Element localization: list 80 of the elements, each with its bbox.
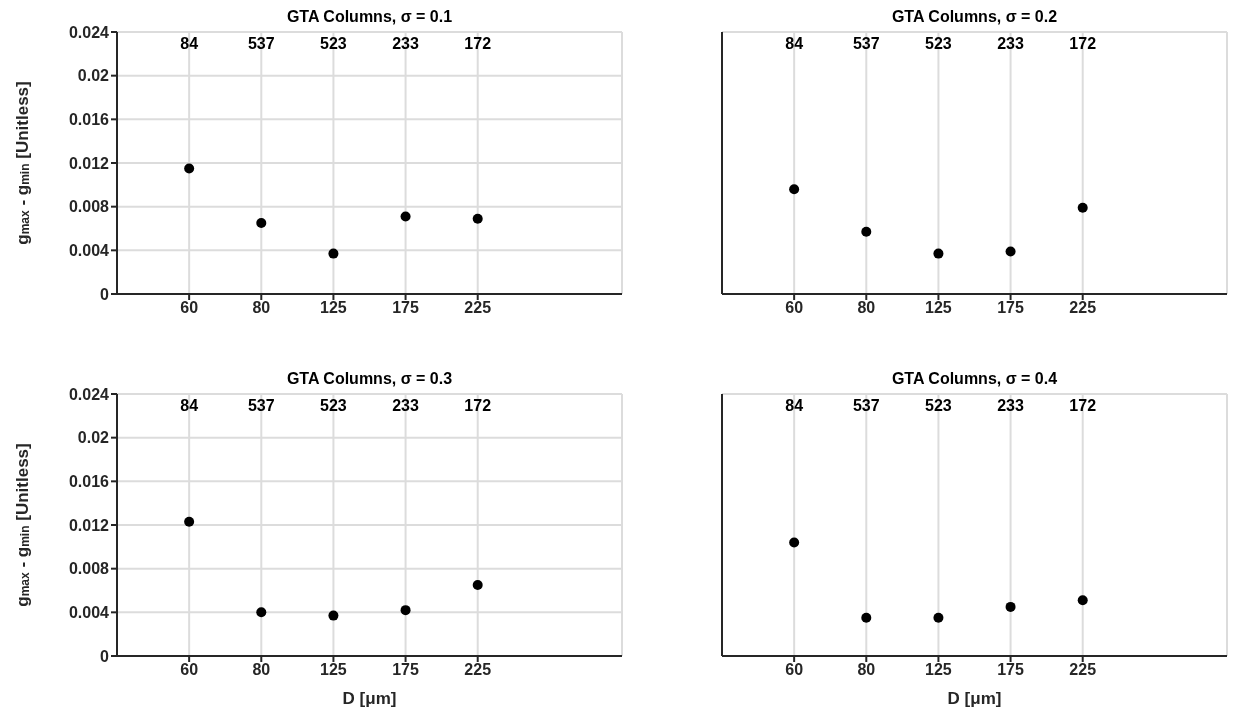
point	[933, 248, 944, 259]
chart-title: GTA Columns, σ = 0.2	[890, 8, 1059, 26]
chart-title: GTA Columns, σ = 0.4	[890, 370, 1059, 388]
x-tick-label: 60	[785, 661, 804, 679]
y-tick-label: 0.012	[68, 516, 110, 534]
chart-title: GTA Columns, σ = 0.3	[285, 370, 454, 388]
y-tick-label: 0	[100, 285, 110, 303]
point	[1077, 595, 1088, 606]
point	[472, 213, 483, 224]
annotation: 172	[1069, 397, 1097, 415]
point	[400, 211, 411, 222]
x-tick-label: 80	[252, 299, 271, 317]
y-tick-label: 0.02	[77, 429, 110, 447]
y-tick-label: 0.016	[68, 473, 110, 491]
x-axis-title: D [μm]	[947, 689, 1002, 708]
x-tick-label: 225	[1069, 299, 1097, 317]
point	[328, 248, 339, 259]
x-tick-label: 175	[997, 661, 1025, 679]
annotation: 172	[464, 397, 492, 415]
x-tick-label: 60	[180, 299, 199, 317]
point	[184, 516, 195, 527]
y-tick-label: 0	[100, 647, 110, 665]
annotation: 233	[392, 397, 420, 415]
x-tick-label: 125	[320, 661, 347, 679]
point	[789, 184, 800, 195]
x-tick-label: 125	[925, 299, 952, 317]
y-tick-label: 0.012	[68, 154, 110, 172]
annotation: 84	[785, 35, 804, 53]
x-tick-label: 175	[392, 299, 420, 317]
x-tick-label: 175	[392, 661, 420, 679]
x-tick-label: 80	[857, 299, 876, 317]
x-tick-label: 175	[997, 299, 1025, 317]
annotation: 523	[925, 35, 952, 53]
annotation: 172	[464, 35, 492, 53]
point	[184, 163, 195, 174]
y-tick-label: 0.024	[68, 385, 110, 403]
annotation: 172	[1069, 35, 1097, 53]
annotation: 537	[852, 397, 880, 415]
point	[1005, 601, 1016, 612]
annotation: 523	[320, 397, 347, 415]
x-tick-label: 225	[464, 299, 492, 317]
annotation: 84	[180, 397, 199, 415]
annotation: 537	[247, 35, 275, 53]
point	[861, 226, 872, 237]
y-tick-label: 0.004	[68, 604, 110, 622]
annotation: 84	[785, 397, 804, 415]
annotation: 233	[997, 397, 1025, 415]
annotation: 523	[320, 35, 347, 53]
point	[328, 610, 339, 621]
x-tick-label: 60	[180, 661, 199, 679]
annotation: 537	[247, 397, 275, 415]
x-tick-label: 60	[785, 299, 804, 317]
y-tick-label: 0.016	[68, 111, 110, 129]
point	[933, 612, 944, 623]
annotation: 84	[180, 35, 199, 53]
point	[1005, 246, 1016, 257]
x-tick-label: 125	[925, 661, 952, 679]
x-axis-title: D [μm]	[342, 689, 397, 708]
point	[256, 218, 267, 229]
point	[1077, 202, 1088, 213]
annotation: 233	[997, 35, 1025, 53]
chart-title: GTA Columns, σ = 0.1	[285, 8, 454, 26]
y-tick-label: 0.024	[68, 23, 110, 41]
annotation: 523	[925, 397, 952, 415]
y-tick-label: 0.02	[77, 67, 110, 85]
x-tick-label: 125	[320, 299, 347, 317]
x-tick-label: 80	[252, 661, 271, 679]
point	[256, 607, 267, 618]
y-tick-label: 0.008	[68, 560, 110, 578]
y-tick-label: 0.004	[68, 242, 110, 260]
x-tick-label: 80	[857, 661, 876, 679]
annotation: 537	[852, 35, 880, 53]
x-tick-label: 225	[1069, 661, 1097, 679]
point	[472, 580, 483, 591]
y-tick-label: 0.008	[68, 198, 110, 216]
annotation: 233	[392, 35, 420, 53]
point	[789, 537, 800, 548]
x-tick-label: 225	[464, 661, 492, 679]
point	[861, 612, 872, 623]
point	[400, 605, 411, 616]
